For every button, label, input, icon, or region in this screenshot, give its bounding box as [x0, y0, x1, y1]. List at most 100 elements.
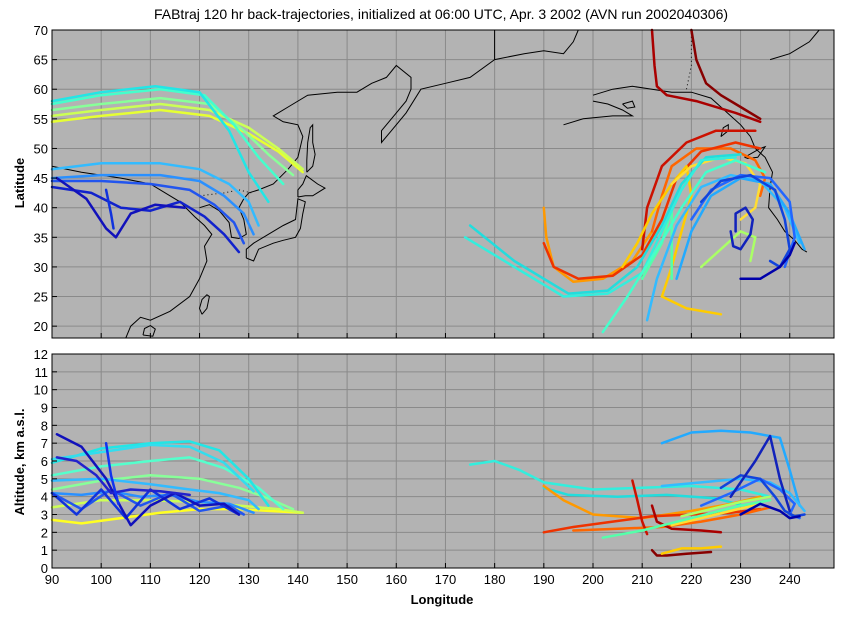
x-tick-label: 120 — [189, 572, 211, 587]
trajectory-line — [542, 141, 762, 281]
trajectory-line — [55, 433, 241, 527]
y-tick-label: 9 — [41, 401, 48, 416]
trajectory-line — [670, 502, 762, 527]
coastline — [297, 174, 326, 198]
trajectory-line — [631, 479, 649, 536]
map-axes-frame — [51, 29, 835, 339]
x-tick-label: 110 — [140, 572, 161, 587]
map-panel: 20 25 30 35 40 45 50 55 60 65 70 Latitude — [12, 23, 835, 339]
x-tick-label: 130 — [238, 572, 260, 587]
y-tick-label: 5 — [41, 472, 48, 487]
y-tick-label: 35 — [34, 230, 48, 245]
y-tick-label: 2 — [41, 525, 48, 540]
x-tick-label: 200 — [582, 572, 604, 587]
y-tick-label: 40 — [34, 201, 48, 216]
x-tick-label: 150 — [336, 572, 358, 587]
coastline — [199, 30, 496, 240]
trajectory-line — [660, 545, 723, 555]
trajectory-line — [650, 28, 762, 124]
y-tick-label: 7 — [41, 436, 48, 451]
y-tick-label: 11 — [35, 365, 49, 380]
chart-title: FABtraj 120 hr back-trajectories, initia… — [154, 6, 728, 22]
trajectory-line — [50, 102, 305, 171]
y-tick-label: 65 — [34, 53, 48, 68]
y-tick-label: 3 — [41, 508, 48, 523]
trajectory-line — [650, 548, 713, 557]
y-tick-label: 1 — [41, 543, 48, 558]
coastline — [306, 123, 316, 173]
trajectory-line — [50, 443, 255, 493]
trajectory-line — [729, 206, 755, 251]
y-tick-label: 8 — [41, 418, 48, 433]
trajectory-line — [572, 506, 772, 532]
coastline — [494, 29, 579, 61]
trajectory-line — [55, 176, 187, 239]
map-gridlines — [51, 29, 834, 338]
trajectory-line — [542, 486, 752, 509]
trajectory-line — [104, 188, 115, 230]
x-axis-label: Longitude — [411, 592, 474, 607]
trajectory-line — [50, 108, 305, 174]
trajectory-line — [468, 459, 772, 498]
coastline — [769, 29, 820, 61]
x-tick-label: 180 — [484, 572, 506, 587]
y-tick-label: 55 — [34, 112, 48, 127]
trajectory-line — [50, 488, 241, 520]
y-tick-label: 4 — [41, 490, 48, 505]
coastline — [744, 145, 767, 160]
map-trajectories — [50, 28, 806, 334]
trajectory-line — [739, 241, 796, 281]
y-tick-label: 60 — [34, 82, 48, 97]
coastline — [142, 325, 156, 337]
trajectory-line — [50, 507, 305, 525]
y-tick-label: 70 — [34, 23, 48, 38]
coastline — [592, 85, 808, 253]
coastline — [622, 100, 636, 109]
map-y-axis-label: Latitude — [12, 158, 27, 209]
border-line — [686, 30, 692, 90]
trajectory-line — [50, 477, 260, 511]
y-tick-label: 0 — [41, 561, 48, 576]
trajectory-line — [640, 129, 757, 251]
trajectory-line — [50, 162, 260, 227]
x-tick-label: 100 — [90, 572, 112, 587]
coastline-outlines — [51, 29, 820, 339]
trajectory-line — [690, 28, 762, 121]
trajectory-line — [104, 441, 120, 506]
y-tick-label: 6 — [41, 454, 48, 469]
x-tick-label: 240 — [779, 572, 801, 587]
coastline — [245, 198, 306, 262]
y-tick-label: 50 — [34, 141, 48, 156]
altitude-y-axis-label: Altitude, km a.s.l. — [12, 409, 27, 516]
trajectory-line — [50, 87, 285, 186]
y-tick-label: 12 — [34, 347, 48, 362]
trajectory-line — [640, 206, 673, 281]
y-tick-label: 30 — [34, 260, 48, 275]
altitude-trajectories — [50, 429, 806, 557]
x-tick-label: 190 — [533, 572, 555, 587]
map-tick-labels: 20 25 30 35 40 45 50 55 60 65 70 — [34, 23, 791, 338]
x-tick-label: 140 — [287, 572, 309, 587]
trajectory-line — [660, 429, 801, 507]
trajectory-line — [601, 498, 772, 539]
x-tick-label: 170 — [435, 572, 457, 587]
trajectory-line — [50, 173, 255, 236]
trajectory-line — [50, 179, 246, 245]
x-tick-label: 220 — [681, 572, 703, 587]
trajectory-line — [680, 495, 772, 518]
x-tick-label: 230 — [730, 572, 752, 587]
x-tick-label: 210 — [631, 572, 653, 587]
trajectory-line — [729, 434, 791, 513]
border-line — [199, 189, 252, 197]
coastline — [198, 294, 210, 315]
y-tick-label: 45 — [34, 171, 48, 186]
trajectory-line — [50, 440, 270, 507]
y-tick-label: 20 — [34, 319, 48, 334]
trajectory-line — [55, 456, 191, 497]
x-tick-label: 160 — [385, 572, 407, 587]
trajectory-line — [739, 502, 801, 520]
coastline — [563, 100, 635, 126]
map-plot-area — [52, 30, 834, 338]
